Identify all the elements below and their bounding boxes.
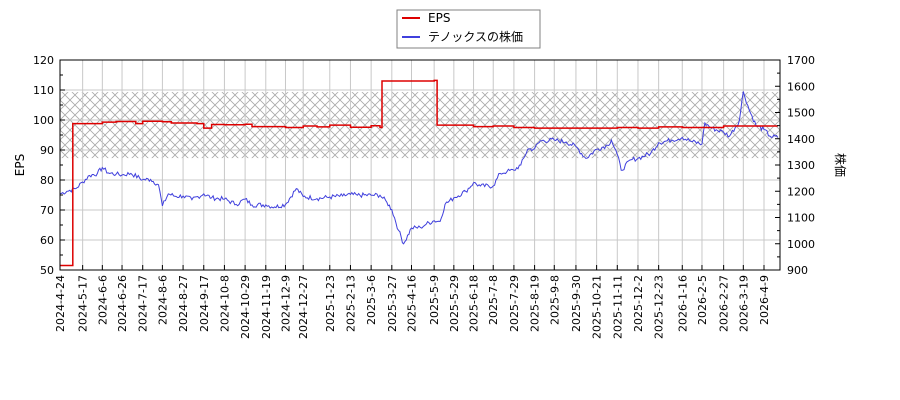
x-tick-label: 2024-10-8 [218, 275, 231, 332]
left-axis-title: EPS [13, 154, 27, 176]
x-tick-label: 2025-11-11 [611, 275, 624, 339]
x-tick-label: 2024-12-9 [279, 275, 292, 332]
left-tick-label: 50 [40, 264, 54, 277]
x-tick-label: 2024-9-17 [198, 275, 211, 332]
x-tick-label: 2026-2-27 [718, 275, 731, 332]
price-line [60, 91, 779, 245]
eps-line [60, 79, 778, 267]
x-tick-label: 2025-2-13 [344, 275, 357, 332]
x-tick-label: 2025-12-23 [653, 275, 666, 339]
right-tick-label: 1700 [787, 54, 815, 67]
right-axis-title: 株価 [833, 153, 848, 177]
x-tick-label: 2025-10-21 [591, 275, 604, 339]
left-tick-label: 120 [33, 54, 54, 67]
x-tick-label: 2025-9-8 [548, 275, 561, 325]
legend-label-eps: EPS [428, 11, 450, 25]
x-tick-label: 2025-3-27 [386, 275, 399, 332]
left-tick-label: 90 [40, 144, 54, 157]
right-tick-label: 1500 [787, 107, 815, 120]
right-tick-label: 900 [787, 264, 808, 277]
x-tick-label: 2024-6-26 [116, 275, 129, 332]
right-tick-label: 1100 [787, 212, 815, 225]
right-tick-label: 1400 [787, 133, 815, 146]
right-tick-label: 1200 [787, 185, 815, 198]
x-tick-label: 2025-1-23 [324, 275, 337, 332]
x-tick-label: 2026-2-5 [696, 275, 709, 325]
x-tick-label: 2024-8-27 [177, 275, 190, 332]
x-tick-label: 2025-7-8 [487, 275, 500, 325]
x-tick-label: 2025-12-2 [632, 275, 645, 332]
x-tick-label: 2026-3-19 [737, 275, 750, 332]
x-tick-label: 2024-4-24 [54, 275, 67, 332]
x-tick-label: 2025-7-29 [508, 275, 521, 332]
hatched-band [60, 92, 780, 159]
x-tick-label: 2024-8-6 [156, 275, 169, 325]
left-tick-label: 60 [40, 234, 54, 247]
x-tick-label: 2025-8-19 [529, 275, 542, 332]
x-tick-label: 2025-4-16 [406, 275, 419, 332]
x-tick-label: 2026-4-9 [758, 275, 771, 325]
left-tick-label: 100 [33, 114, 54, 127]
legend-label-price: テノックスの株価 [428, 29, 523, 44]
left-tick-label: 70 [40, 204, 54, 217]
x-tick-label: 2024-7-17 [137, 275, 150, 332]
x-tick-label: 2025-6-18 [468, 275, 481, 332]
x-tick-label: 2025-9-30 [570, 275, 583, 332]
right-tick-label: 1300 [787, 159, 815, 172]
x-tick-label: 2025-3-6 [365, 275, 378, 325]
x-tick-label: 2024-6-6 [96, 275, 109, 325]
x-axis: 2024-4-24 2024-5-17 2024-6-6 2024-6-26 2024-… [54, 265, 771, 339]
legend: EPS テノックスの株価 [396, 9, 541, 49]
right-y-axis: 900 1000 1100 1200 1300 1400 1500 1600 1700 [775, 54, 815, 277]
left-tick-label: 80 [40, 174, 54, 187]
left-y-axis: 50 60 70 80 90 100 110 120 [33, 54, 65, 277]
right-tick-label: 1600 [787, 80, 815, 93]
left-tick-label: 110 [33, 84, 54, 97]
gridlines [60, 60, 780, 270]
legend-box [396, 9, 541, 49]
x-tick-label: 2024-5-17 [77, 275, 90, 332]
x-tick-label: 2024-11-19 [260, 275, 273, 339]
x-tick-label: 2025-5-9 [428, 275, 441, 325]
right-tick-label: 1000 [787, 238, 815, 251]
plot-background [60, 60, 780, 270]
x-tick-label: 2024-12-27 [297, 275, 310, 339]
x-tick-label: 2025-5-29 [448, 275, 461, 332]
x-tick-label: 2024-10-29 [239, 275, 252, 339]
x-tick-label: 2026-1-16 [676, 275, 689, 332]
